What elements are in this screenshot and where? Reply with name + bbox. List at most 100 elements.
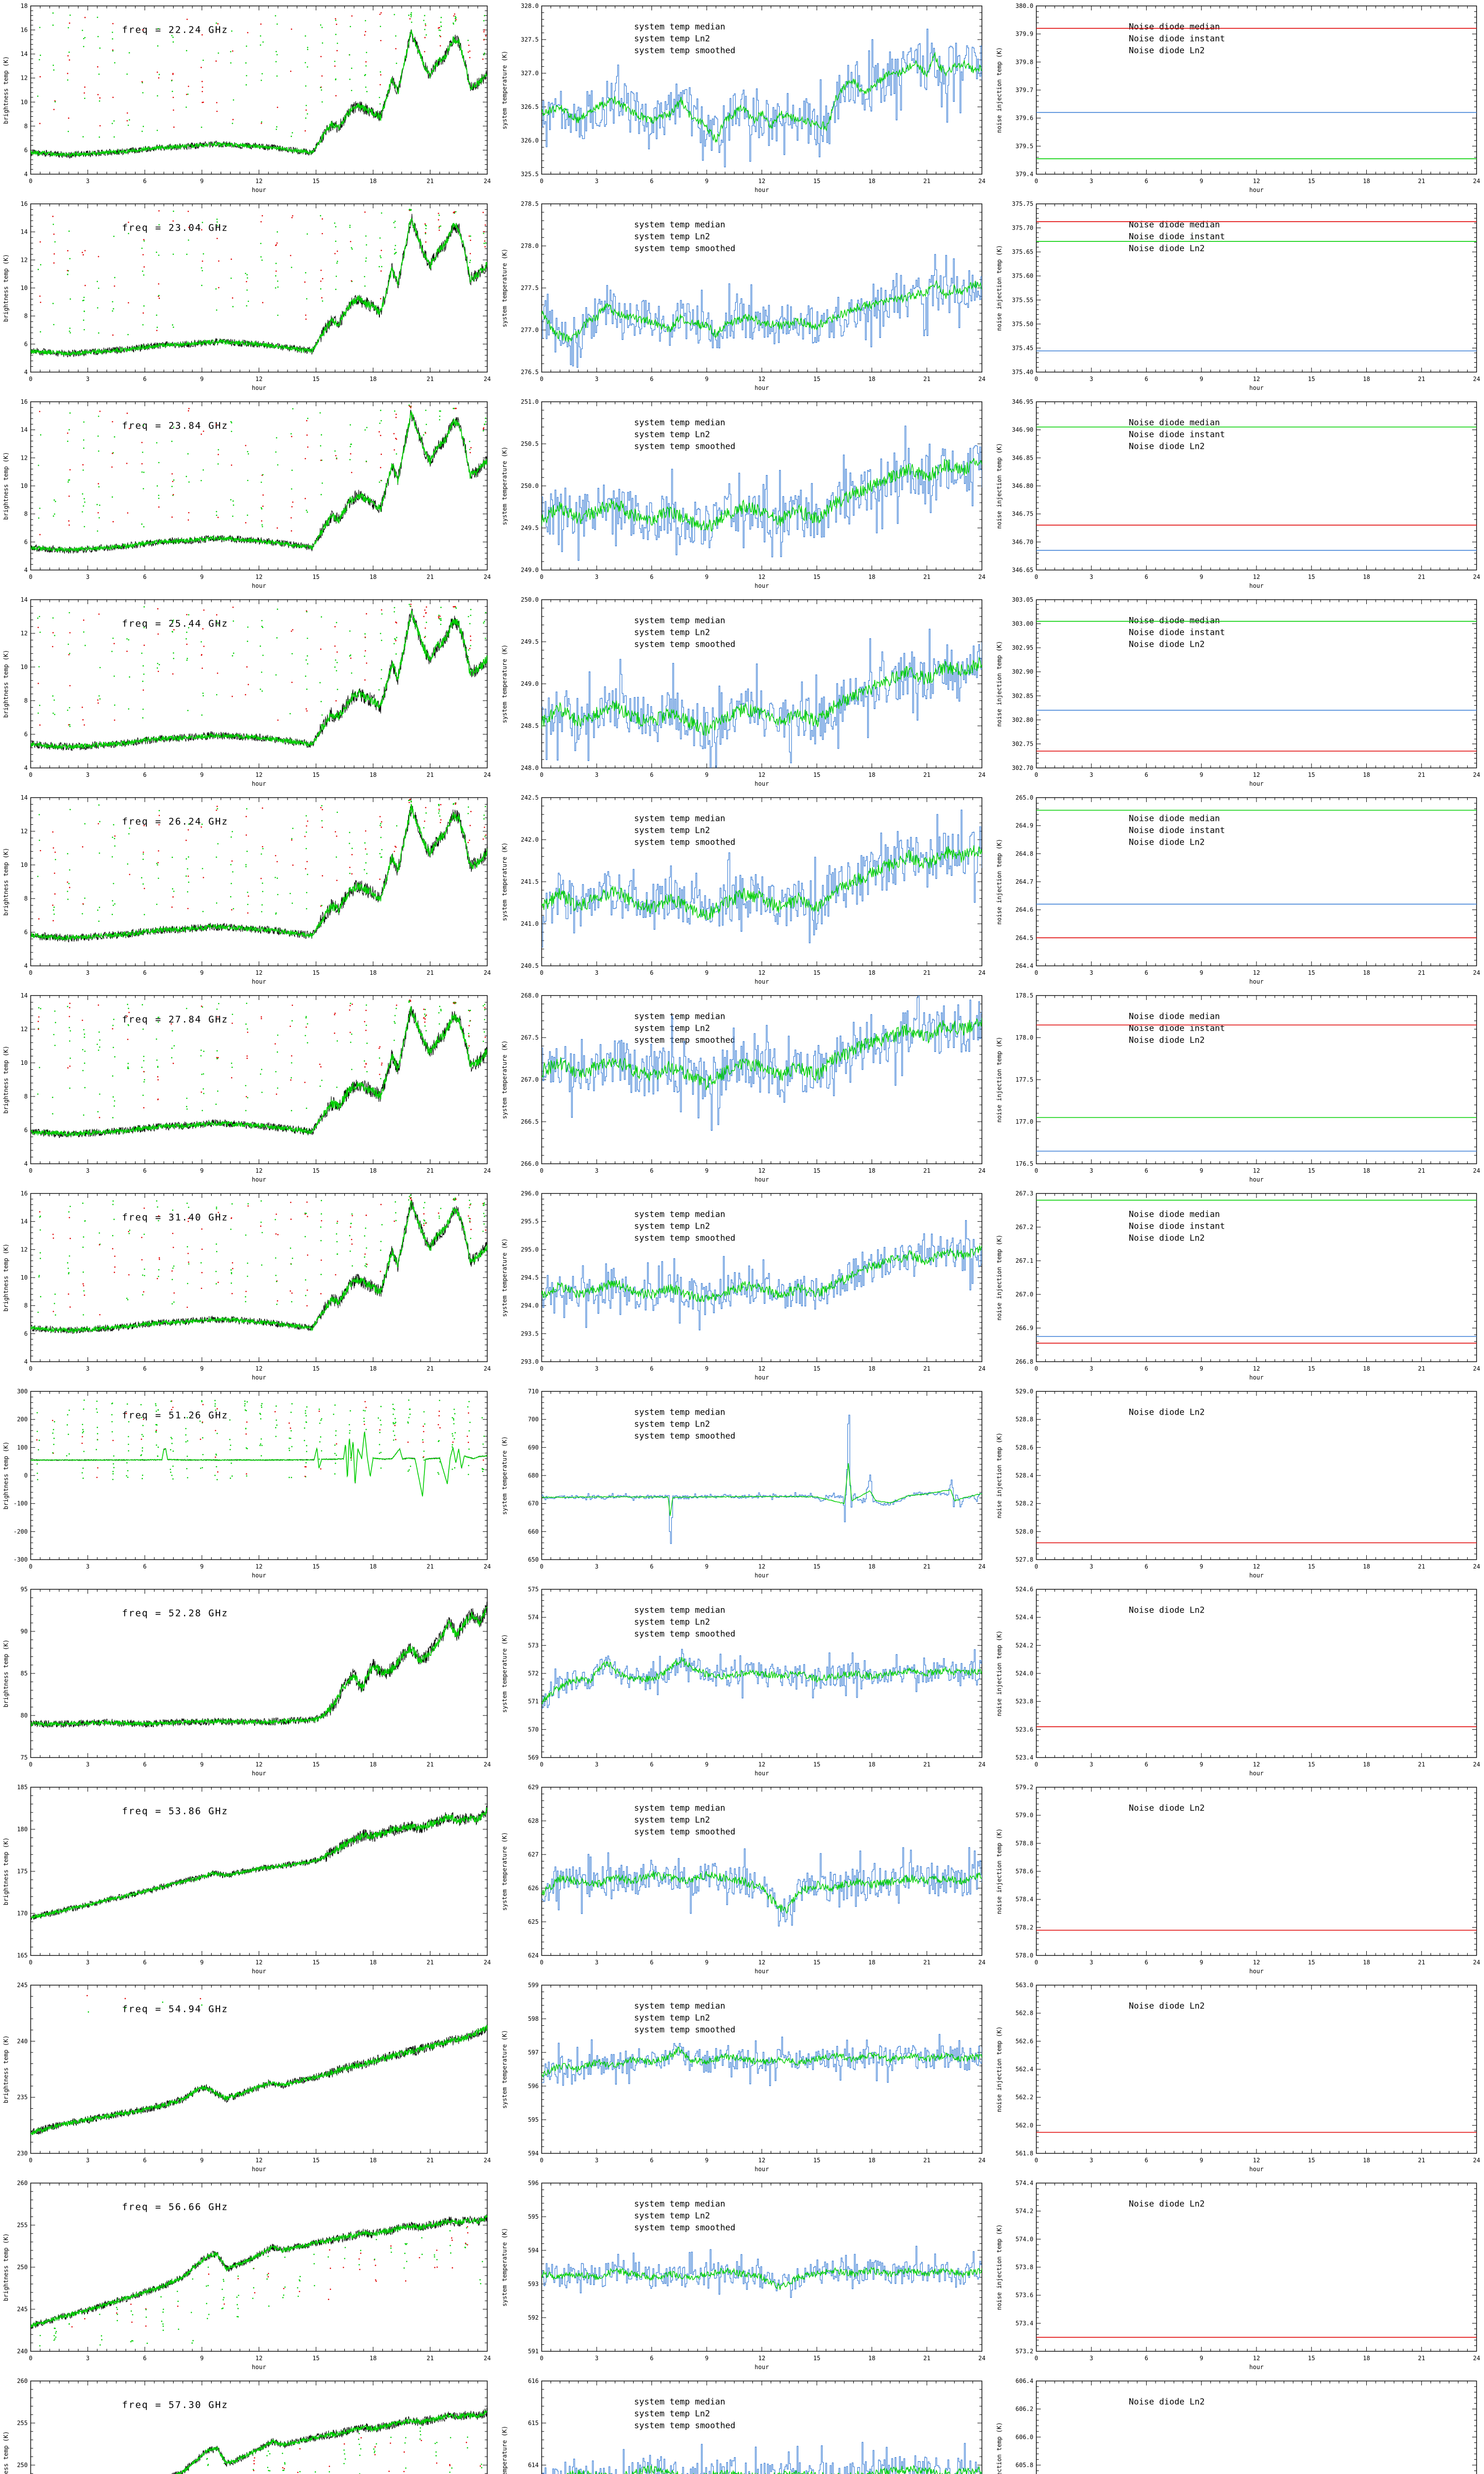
plot-data [542, 996, 982, 1131]
svg-text:10: 10 [21, 482, 28, 489]
svg-text:21: 21 [426, 376, 433, 382]
axis-labels: 0 3 6 9 12 15 18 21 24 hour 346.65 346.70 346.75 346.… [996, 398, 1480, 589]
plot-data [31, 1399, 487, 1497]
svg-text:6: 6 [1145, 573, 1148, 580]
svg-text:3: 3 [86, 573, 90, 580]
svg-text:6: 6 [650, 178, 653, 185]
legend: system temp median system temp Ln2 system … [634, 1408, 736, 1441]
legend-entry: Noise diode Ln2 [1129, 1606, 1205, 1616]
svg-text:14: 14 [21, 992, 28, 999]
svg-text:12: 12 [21, 256, 28, 263]
legend-entry: Noise diode instant [1129, 430, 1225, 440]
svg-text:6: 6 [650, 969, 653, 976]
svg-text:3: 3 [1090, 969, 1093, 976]
svg-text:326.0: 326.0 [521, 137, 539, 144]
x-axis-label: hour [252, 582, 266, 589]
legend-entry: Noise diode Ln2 [1129, 1036, 1205, 1046]
plot-mid-row13: 03691215182124hour612613614615616system … [501, 2378, 982, 2474]
svg-text:248.5: 248.5 [521, 722, 539, 729]
svg-text:242.5: 242.5 [521, 794, 539, 801]
plot-data [542, 809, 982, 948]
svg-text:6: 6 [650, 573, 653, 580]
svg-text:21: 21 [924, 771, 930, 778]
svg-text:4: 4 [24, 369, 28, 376]
svg-text:242.0: 242.0 [521, 836, 539, 843]
svg-text:9: 9 [705, 178, 708, 185]
svg-text:302.70: 302.70 [1012, 764, 1033, 771]
legend-entry: system temp median [634, 418, 725, 428]
axis-labels: 0 3 6 9 12 15 18 21 24 hour 302.70 302.75 302.80 302.… [996, 596, 1480, 787]
svg-text:0: 0 [29, 573, 32, 580]
plot-data [542, 1415, 982, 1544]
svg-text:346.70: 346.70 [1012, 538, 1033, 545]
svg-text:18: 18 [868, 771, 875, 778]
legend-entry: Noise diode median [1129, 220, 1220, 230]
svg-text:0: 0 [540, 376, 543, 382]
y-axis-label: noise injection temp (K) [996, 1630, 1003, 1716]
svg-text:12: 12 [758, 1167, 765, 1174]
legend-entry: Noise diode instant [1129, 1024, 1225, 1034]
system-temp-smoothed-trace [542, 2046, 982, 2078]
scatter-flags [86, 1995, 203, 2013]
svg-text:12: 12 [758, 969, 765, 976]
legend-entry: system temp smoothed [634, 1629, 736, 1639]
svg-text:21: 21 [924, 1167, 930, 1174]
svg-text:15: 15 [813, 178, 820, 185]
svg-text:9: 9 [1200, 1167, 1203, 1174]
y-axis-label: noise injection temp (K) [996, 839, 1003, 924]
svg-text:3: 3 [1090, 376, 1093, 382]
brightness-smoothed-trace [173, 2409, 487, 2474]
axes [541, 1985, 982, 2154]
svg-text:303.00: 303.00 [1012, 620, 1033, 627]
legend-entry: system temp median [634, 220, 725, 230]
plot-left-row1: 0 3 6 9 12 15 18 21 24 hour 4 6 8 10 12 14 16 18 brightnes… [2, 2, 491, 193]
plot-right-row13: 03691215182124hour605.2605.4605.6605.860… [996, 2378, 1477, 2474]
plot-data [542, 1649, 982, 1709]
svg-text:249.0: 249.0 [521, 567, 539, 573]
svg-text:15: 15 [813, 1167, 820, 1174]
plot-right-row10: 0 3 6 9 12 15 18 21 24hour578.0578.2578.4578.657… [996, 1784, 1480, 1975]
svg-text:18: 18 [370, 376, 376, 382]
x-axis-label: hour [252, 1572, 266, 1579]
svg-text:0: 0 [1034, 376, 1038, 382]
system-temp-smoothed-trace [542, 845, 982, 920]
svg-text:6: 6 [24, 929, 28, 936]
x-axis-label: hour [755, 1176, 769, 1183]
plot-left-row5: 0 3 6 9 12 15 18 21 24 hour 4 6 8 10 12 14 brightness te… [2, 794, 491, 985]
axis-labels: 0 3 6 9 12 15 18 21 24hour165170175180185brightn… [2, 1784, 491, 1975]
axis-labels: 03691215182124hour240245250255260brightn… [2, 2378, 28, 2474]
svg-text:9: 9 [200, 573, 204, 580]
y-axis-label: system temperature (K) [501, 1436, 508, 1515]
svg-text:250.0: 250.0 [521, 596, 539, 603]
axis-labels: 0 3 6 9 12 15 18 21 24hour46810121416brightness … [2, 1190, 491, 1381]
y-axis-label: system temperature (K) [501, 843, 508, 921]
plot-mid-row7: 0 3 6 9 12 15 18 21 24hour293.0293.5294.0294.529… [501, 1190, 985, 1381]
x-axis-label: hour [755, 1968, 769, 1975]
svg-text:24: 24 [484, 376, 491, 382]
plot-data [1036, 809, 1477, 939]
legend-entry: system temp median [634, 1606, 725, 1616]
axis-labels: 0 3 6 9 12 15 18 21 24hour561.8562.0562.2562.456… [996, 1982, 1480, 2173]
plot-mid-row4: 0 3 6 9 12 15 18 21 24 hour 248.0 248.5 249.0 249.5 25… [501, 596, 985, 787]
plot-left-row12: 0 3 6 9 12 15 18 21 24hour240245250255260brightn… [2, 2180, 491, 2371]
scatter-flags [37, 1194, 487, 1316]
x-axis-label: hour [1250, 1572, 1264, 1579]
legend-entry: Noise diode instant [1129, 826, 1225, 836]
legend-entry: Noise diode Ln2 [1129, 46, 1205, 56]
svg-text:12: 12 [255, 771, 262, 778]
svg-text:4: 4 [24, 171, 28, 178]
axes [30, 797, 488, 966]
svg-text:21: 21 [924, 178, 930, 185]
plot-left-row2: 0 3 6 9 12 15 18 21 24 hour 4 6 8 10 12 14 16 brightness … [2, 200, 491, 391]
svg-text:241.0: 241.0 [521, 920, 539, 927]
svg-text:3: 3 [1090, 771, 1093, 778]
axis-labels: 0 3 6 9 12 15 18 21 24 hour 266.0 266.5 267.0 267.5 26… [501, 992, 985, 1183]
x-axis-label: hour [1250, 582, 1264, 589]
svg-text:16: 16 [21, 27, 28, 34]
plot-data [542, 2245, 982, 2298]
axes [30, 599, 488, 768]
svg-text:6: 6 [650, 1167, 653, 1174]
legend-entry: system temp smoothed [634, 1036, 736, 1046]
svg-text:3: 3 [595, 969, 599, 976]
svg-text:12: 12 [758, 771, 765, 778]
